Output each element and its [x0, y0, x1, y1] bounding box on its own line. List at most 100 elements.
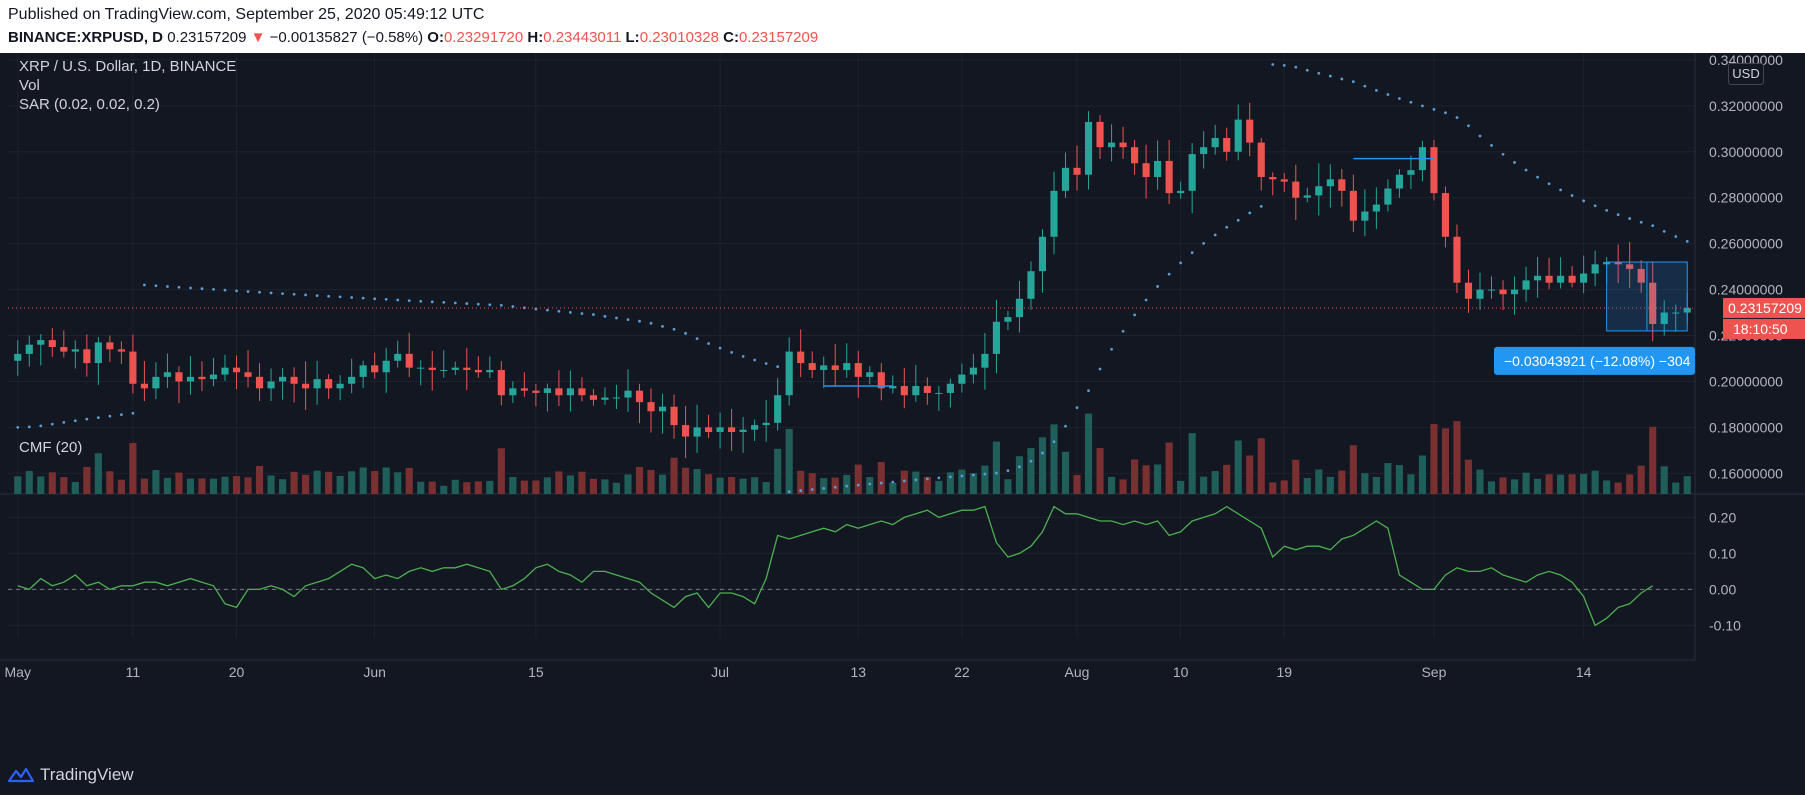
sar-dot	[1098, 367, 1102, 371]
sar-dot	[649, 321, 653, 325]
time-tick-label: 22	[954, 664, 970, 680]
sar-dot	[1409, 100, 1413, 104]
candle-down	[1131, 147, 1139, 164]
candle-down	[1626, 264, 1634, 269]
volume-bar	[451, 479, 459, 494]
sar-dot	[430, 300, 434, 304]
sar-dot	[269, 291, 273, 295]
sar-dot	[1052, 440, 1056, 444]
volume-bar	[820, 478, 828, 494]
candle-up	[1384, 188, 1392, 205]
sar-dot	[1282, 63, 1286, 67]
volume-bar	[1649, 426, 1657, 494]
volume-bar	[1107, 476, 1116, 494]
volume-bar	[405, 467, 413, 494]
candle-down	[60, 347, 68, 352]
sar-dot	[1351, 80, 1355, 84]
candle-up	[889, 386, 897, 389]
candle-up	[509, 388, 517, 396]
candle-up	[1084, 121, 1093, 175]
candle-up	[1672, 312, 1680, 314]
candle-down	[255, 376, 264, 389]
sar-dot	[545, 308, 549, 312]
candle-up	[774, 395, 782, 423]
candle-up	[440, 369, 448, 371]
candle-down	[1499, 289, 1507, 295]
candle-up	[624, 390, 632, 398]
volume-bar	[1223, 464, 1231, 494]
sar-dot	[189, 286, 192, 290]
volume-bar	[1626, 474, 1634, 494]
currency-button[interactable]: USD	[1728, 63, 1764, 85]
volume-bar	[831, 477, 839, 494]
sar-dot	[1110, 347, 1113, 351]
brand-name: TradingView	[40, 765, 134, 784]
volume-bar	[1050, 424, 1058, 494]
candle-down	[1096, 121, 1104, 148]
volume-bar	[325, 471, 333, 494]
volume-bar	[1384, 463, 1392, 494]
sar-dot	[1455, 116, 1459, 119]
volume-bar	[1395, 465, 1403, 494]
candle-down	[325, 379, 333, 389]
volume-bar	[1683, 476, 1691, 494]
sar-dot	[1259, 204, 1263, 208]
volume-bar	[705, 474, 713, 494]
candle-up	[820, 365, 828, 370]
candle-down	[428, 367, 436, 370]
volume-bar	[543, 477, 551, 494]
volume-bar	[532, 480, 540, 494]
volume-bar	[889, 482, 897, 494]
time-tick-label: Aug	[1065, 664, 1090, 680]
sar-dot	[730, 350, 734, 354]
candle-up	[612, 397, 621, 399]
candle-down	[670, 406, 678, 426]
sar-dot	[868, 482, 872, 486]
sar-dot	[1363, 84, 1367, 88]
sar-dot	[1133, 313, 1136, 317]
volume-bar	[14, 476, 22, 494]
volume-bar	[1200, 476, 1208, 494]
time-tick-label: 13	[850, 664, 866, 680]
candle-up	[1326, 179, 1334, 187]
volume-bar	[1557, 474, 1565, 494]
candle-up	[1533, 275, 1542, 281]
measure-label: −0.03043921 (−12.08%) −304	[1504, 353, 1691, 369]
tradingview-logo[interactable]: TradingView	[8, 765, 134, 785]
cmf-tick-label: -0.10	[1709, 617, 1741, 633]
sar-dot	[799, 489, 803, 492]
chart-svg[interactable]: 0.160000000.180000000.200000000.22000000…	[0, 52, 1805, 795]
sar-dot	[143, 283, 146, 287]
volume-bar	[1660, 466, 1668, 494]
sar-dot	[1156, 285, 1160, 288]
volume-bar	[935, 480, 943, 494]
volume-bar	[221, 476, 229, 494]
sar-dot	[1236, 218, 1240, 222]
candle-down	[578, 388, 586, 396]
close-label: C:	[723, 29, 739, 46]
volume-bar	[762, 482, 770, 494]
time-tick-label: 19	[1276, 664, 1292, 680]
candle-up	[543, 388, 551, 393]
cmf-legend: CMF (20)	[19, 439, 83, 456]
candle-up	[1407, 170, 1415, 175]
volume-bar	[1522, 472, 1530, 494]
candle-up	[1580, 273, 1588, 283]
candle-up	[693, 427, 701, 437]
chart-area[interactable]: 0.160000000.180000000.200000000.22000000…	[0, 52, 1805, 795]
sar-dot	[453, 301, 457, 305]
volume-bar	[1580, 473, 1588, 494]
volume-bar	[981, 465, 989, 494]
sar-dot	[1305, 68, 1309, 72]
sar-dot	[1536, 175, 1539, 179]
candle-down	[877, 372, 885, 389]
volume-bar	[1211, 471, 1219, 494]
volume-bar	[578, 471, 586, 494]
volume-bar	[48, 472, 56, 494]
candle-down	[232, 367, 241, 373]
candle-up	[992, 321, 1000, 354]
candle-up	[762, 422, 770, 426]
candle-down	[497, 369, 505, 396]
volume-bar	[1510, 479, 1519, 494]
volume-bar	[209, 478, 218, 494]
